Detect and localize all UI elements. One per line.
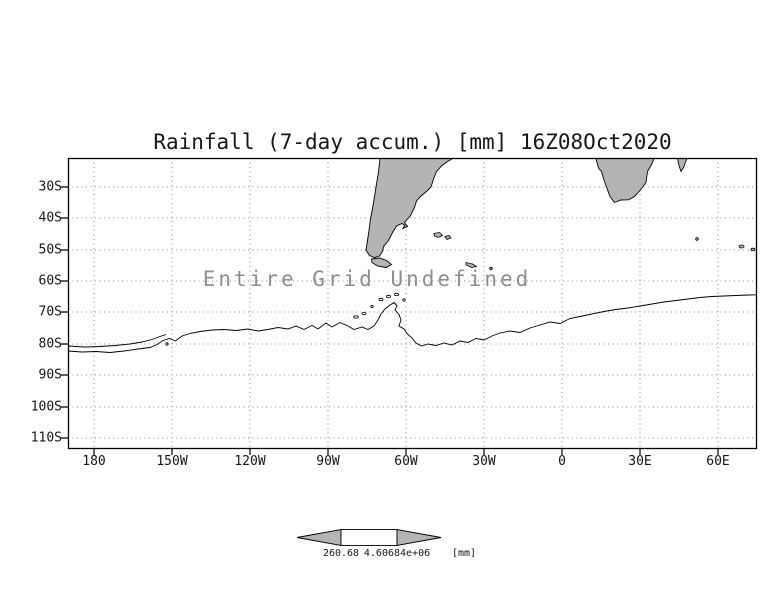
peninsula-islet-4: [370, 304, 374, 309]
y-axis-tick-marks: [61, 186, 68, 439]
coastlines: [67, 158, 758, 353]
coastline-africa: [595, 158, 655, 204]
undefined-message: Entire Grid Undefined: [202, 267, 532, 291]
left-coast-islet: [165, 342, 169, 346]
x-tick-label-60e: 60E: [706, 454, 730, 469]
crozet-island: [695, 237, 699, 241]
x-tick-label-0: 0: [558, 454, 566, 469]
peninsula-islet-1: [378, 297, 384, 302]
y-tick-label-100s: 100S: [30, 399, 62, 415]
x-axis-tick-marks: [93, 448, 719, 455]
x-tick-label-120w: 120W: [234, 454, 266, 469]
colorbar-right-arrow: [396, 528, 442, 547]
x-tick-label-60w: 60W: [394, 454, 418, 469]
ice-shelf-edge: [67, 334, 167, 348]
colorbar-max-label: 4.60684e+06: [363, 548, 431, 559]
y-tick-label-60s: 60S: [38, 273, 62, 289]
y-tick-label-70s: 70S: [38, 304, 62, 320]
y-tick-label-110s: 110S: [30, 430, 62, 446]
gridlines-horizontal: [68, 186, 757, 439]
coastline-south-america: [365, 158, 455, 258]
south-georgia-shape: [465, 261, 478, 268]
x-tick-label-180: 180: [82, 454, 106, 469]
peninsula-islet-5: [402, 298, 406, 302]
peninsula-islands: [165, 292, 406, 346]
y-tick-label-80s: 80S: [38, 336, 62, 352]
x-tick-label-150w: 150W: [156, 454, 188, 469]
x-tick-label-30w: 30W: [472, 454, 496, 469]
colorbar-units-label: [mm]: [451, 548, 477, 559]
colorbar-mid-segment: [340, 529, 398, 546]
colorbar-left-arrow: [296, 528, 342, 547]
falkland-islands: [433, 232, 452, 240]
madagascar: [676, 158, 688, 173]
y-tick-label-30s: 30S: [38, 179, 62, 195]
south-georgia-island: [465, 261, 493, 271]
colorbar: [296, 528, 442, 547]
axis-ticks: [61, 186, 719, 455]
kerguelen-island: [738, 244, 745, 249]
peninsula-islet-3: [394, 292, 399, 297]
coastline-antarctica: [67, 294, 758, 353]
heard-island: [750, 247, 756, 252]
southern-ocean-islands: [695, 237, 756, 252]
x-tick-label-90w: 90W: [316, 454, 340, 469]
x-tick-label-30e: 30E: [628, 454, 652, 469]
y-tick-label-40s: 40S: [38, 210, 62, 226]
plot-frame: [67, 157, 758, 450]
falkland-east: [444, 235, 452, 240]
peninsula-islet-2: [386, 294, 391, 299]
gridlines-vertical: [93, 158, 719, 448]
colorbar-min-label: 260.68: [322, 548, 360, 559]
shetland-islet-2: [361, 311, 367, 315]
plot-title: Rainfall (7-day accum.) [mm] 16Z08Oct202…: [153, 130, 672, 154]
falkland-west: [433, 232, 444, 238]
y-tick-label-90s: 90S: [38, 367, 62, 383]
shetland-islet-1: [353, 315, 359, 319]
tierra-del-fuego: [370, 257, 393, 268]
small-island-dot: [489, 266, 493, 271]
gridlines: [68, 158, 757, 448]
y-tick-label-50s: 50S: [38, 242, 62, 258]
